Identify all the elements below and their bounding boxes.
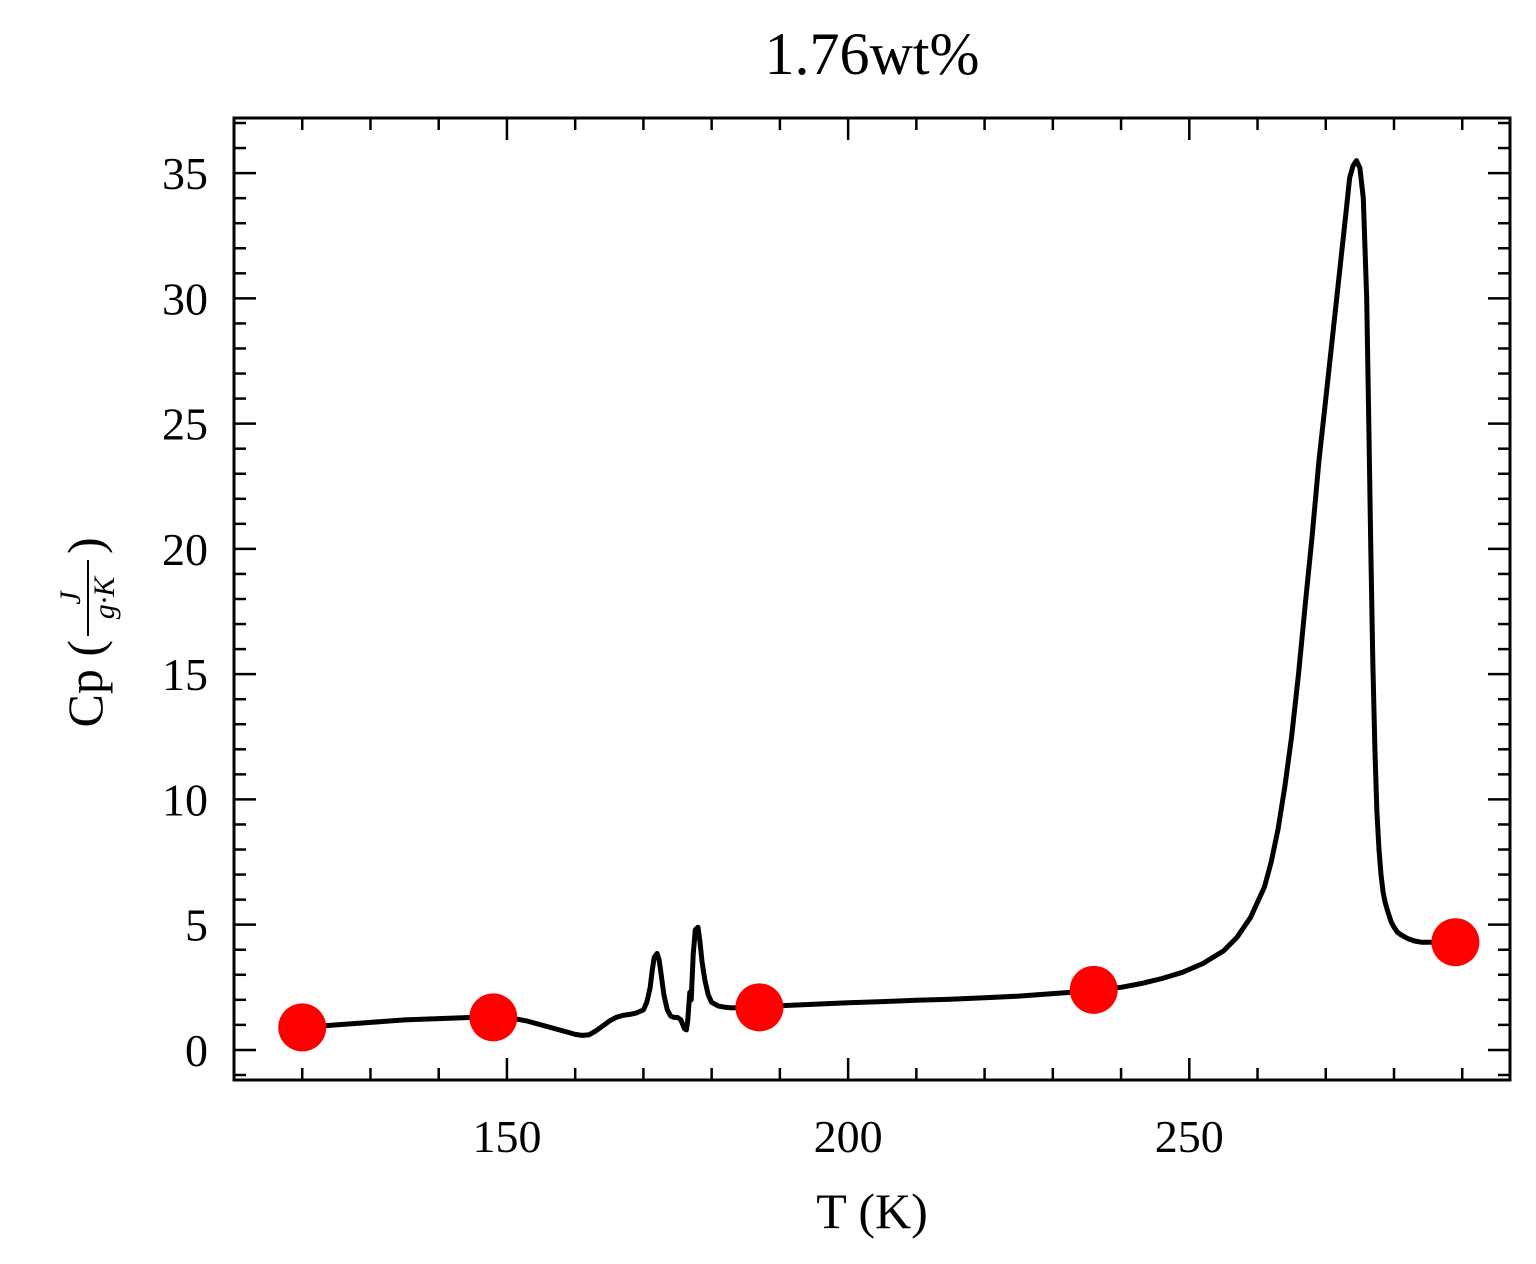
data-point	[278, 1003, 327, 1052]
chart-title: 1.76wt%	[765, 21, 980, 87]
data-point	[735, 983, 784, 1032]
y-tick-label: 15	[162, 649, 208, 700]
y-axis-label-denominator: g·K	[88, 575, 121, 620]
axis-ticks	[234, 118, 1510, 1080]
y-tick-label: 25	[162, 399, 208, 450]
y-tick-labels: 0 5 10 15 20 25 30 35	[162, 148, 208, 1076]
x-tick-label: 200	[814, 1111, 883, 1162]
y-axis-label-numerator: J	[54, 590, 87, 605]
x-tick-labels: 150 200 250	[472, 1111, 1223, 1162]
data-point	[469, 993, 518, 1042]
series-markers	[278, 918, 1480, 1052]
y-tick-label: 30	[162, 273, 208, 324]
series-line	[299, 158, 1458, 1038]
x-tick-label: 250	[1155, 1111, 1224, 1162]
x-tick-label: 150	[472, 1111, 541, 1162]
y-axis-label-prefix: Cp (	[57, 640, 113, 728]
data-point	[1069, 965, 1118, 1014]
y-axis-label: Cp ( J g·K )	[54, 537, 121, 727]
y-tick-label: 10	[162, 774, 208, 825]
y-axis-label-suffix: )	[57, 537, 113, 554]
y-tick-label: 35	[162, 148, 208, 199]
x-axis-label: T (K)	[816, 1183, 928, 1239]
y-tick-label: 5	[185, 900, 208, 951]
data-point	[1431, 918, 1480, 967]
y-tick-label: 0	[185, 1025, 208, 1076]
y-tick-label: 20	[162, 524, 208, 575]
plot-frame	[232, 116, 1512, 1082]
